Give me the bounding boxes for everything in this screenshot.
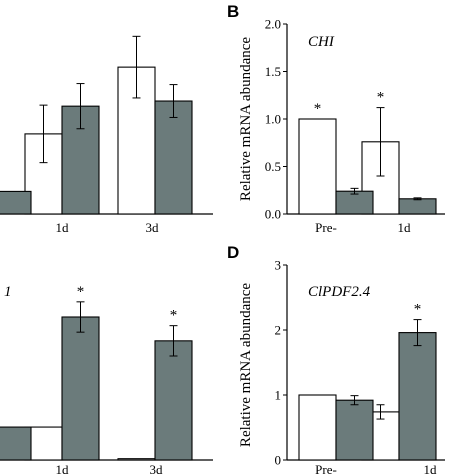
x-tick-label-d-1: 1d [424, 462, 438, 474]
bar [0, 426, 32, 461]
panel-label-d: D [227, 243, 239, 262]
y-tick-label: 0 [275, 453, 282, 468]
y-tick-label: 2.0 [265, 17, 281, 32]
panel-label-b: B [227, 2, 239, 21]
panel-a: 1d 3d [0, 35, 213, 235]
significance-star: * [314, 101, 322, 117]
x-tick-label-a-1: 1d [56, 220, 70, 235]
bar [154, 100, 193, 215]
bar [0, 190, 32, 215]
y-tick-label: 1.5 [265, 64, 281, 79]
panel-c: 1 ** 1d 3d [0, 284, 213, 474]
x-tick-label-b-1: 1d [398, 220, 412, 235]
significance-star: * [77, 284, 85, 300]
y-ticks-d: 0 1 2 3 [275, 258, 287, 468]
y-tick-label: 1 [275, 388, 282, 403]
chart-title-d: ClPDF2.4 [308, 284, 371, 300]
y-tick-label: 3 [275, 258, 282, 273]
bar [154, 340, 193, 461]
bar [335, 399, 374, 461]
y-ticks-b: 0.0 0.5 1.0 1.5 2.0 [265, 17, 287, 222]
bar [117, 458, 156, 461]
panel-b: B 0.0 0.5 1.0 1.5 2.0 Relative mRNA abundanc… [227, 2, 445, 235]
y-tick-label: 0.5 [265, 159, 281, 174]
bars-d: * [298, 302, 437, 461]
bar [61, 316, 100, 461]
x-tick-label-c-2: 3d [150, 462, 164, 474]
y-axis-label-b: Relative mRNA abundance [238, 37, 254, 201]
bar [398, 332, 437, 461]
y-axis-label-d: Relative mRNA abundance [238, 283, 254, 447]
chart-title-b: CHI [308, 34, 335, 50]
bars-c: ** [0, 284, 193, 461]
significance-star: * [377, 90, 385, 106]
bars-b: ** [298, 90, 437, 215]
x-tick-label-c-1: 1d [56, 462, 70, 474]
x-tick-label-a-2: 3d [146, 220, 160, 235]
bars-a [0, 35, 193, 215]
bar [298, 118, 337, 215]
x-tick-label-d-0: Pre- [315, 462, 337, 474]
bar [335, 190, 374, 215]
bar [398, 198, 437, 215]
y-tick-label: 1.0 [265, 112, 281, 127]
x-tick-label-b-0: Pre- [315, 220, 337, 235]
y-tick-label: 2 [275, 323, 282, 338]
significance-star: * [414, 302, 422, 318]
bar [298, 394, 337, 461]
significance-star: * [170, 308, 178, 324]
y-tick-label: 0.0 [265, 207, 281, 222]
chart-title-c: 1 [4, 284, 12, 300]
